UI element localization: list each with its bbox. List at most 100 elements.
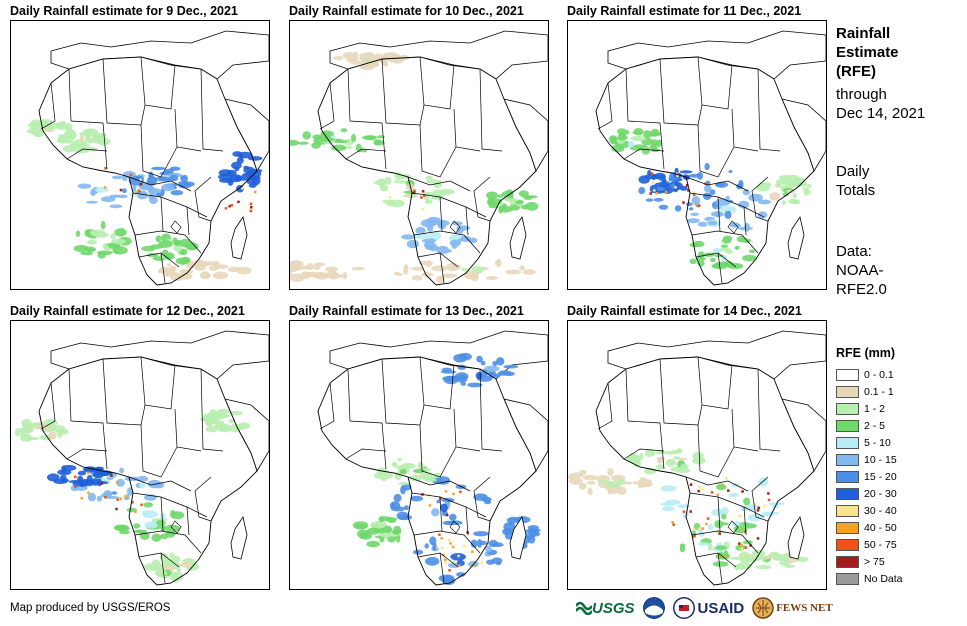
rainfall-patch	[232, 151, 243, 157]
rainfall-patch	[314, 272, 329, 280]
rainfall-patch	[488, 539, 498, 548]
legend-swatch	[836, 385, 859, 398]
heavy-rain-cell	[104, 496, 107, 499]
country-border	[102, 358, 146, 426]
rainfall-patch	[326, 270, 338, 279]
rainfall-patch	[672, 188, 679, 193]
rainfall-patch	[202, 415, 215, 423]
rainfall-patch	[611, 144, 625, 153]
rainfall-patch	[712, 561, 729, 567]
rainfall-patch	[402, 194, 416, 198]
rainfall-patch	[143, 502, 153, 508]
rainfall-patch	[441, 273, 457, 279]
rainfall-patch	[216, 408, 231, 414]
madagascar-outline	[509, 215, 527, 260]
rainfall-patch	[18, 429, 33, 434]
heavy-rain-cell	[253, 190, 257, 194]
heavy-rain-cell	[139, 183, 143, 186]
rainfall-patch	[170, 190, 184, 196]
rainfall-patch	[445, 263, 461, 271]
legend-label: 15 - 20	[864, 470, 897, 483]
country-border	[194, 176, 212, 222]
rainfall-patch	[410, 495, 424, 502]
country-border	[717, 252, 723, 284]
heavy-rain-cell	[706, 517, 710, 520]
madagascar-outline	[230, 515, 248, 560]
rainfall-patch	[697, 221, 708, 227]
sidebar-data-source: Data: NOAA- RFE2.0	[836, 242, 887, 299]
rainfall-patch	[456, 374, 468, 383]
country-border	[134, 530, 202, 554]
country-border	[66, 148, 108, 160]
rainfall-patch	[473, 493, 488, 501]
legend-item: 15 - 20	[836, 468, 903, 485]
country-border	[623, 148, 665, 160]
rainfall-patch	[111, 238, 126, 245]
heavy-rain-cell	[749, 544, 752, 547]
rainfall-patch	[366, 527, 381, 535]
rainfall-patch	[393, 525, 402, 534]
rainfall-patch	[419, 475, 433, 480]
legend-swatch	[836, 555, 859, 568]
rainfall-patch	[380, 477, 387, 482]
rainfall-patch	[387, 53, 401, 61]
rainfall-patch	[396, 511, 409, 521]
heavy-rain-cell	[421, 190, 425, 193]
country-border	[465, 506, 469, 536]
rainfall-patch	[725, 195, 730, 200]
rainfall-patch	[14, 428, 21, 437]
rainfall-patch	[111, 175, 123, 180]
rainfall-patch	[633, 481, 638, 485]
rainfall-patch	[721, 513, 727, 520]
rainfall-patch	[376, 135, 385, 139]
rainfall-patch	[505, 189, 514, 196]
heavy-rain-cell	[742, 554, 745, 557]
heavy-rain-cell	[237, 200, 240, 204]
legend-label: 0.1 - 1	[864, 385, 894, 398]
heavy-rain-cell	[228, 204, 231, 208]
heavy-rain-cell	[241, 187, 244, 190]
heavy-rain-cell	[692, 191, 696, 194]
rainfall-patch	[436, 245, 450, 255]
lake-outline	[449, 220, 461, 234]
rainfall-patch	[484, 365, 500, 372]
africa-coastline	[595, 356, 815, 586]
rainfall-patch	[58, 124, 70, 130]
usaid-seal-icon	[672, 597, 695, 619]
rainfall-patch	[689, 242, 700, 248]
heavy-rain-cell	[689, 483, 693, 486]
rainfall-patch	[142, 510, 158, 519]
rainfall-patch	[119, 467, 125, 474]
country-border	[411, 192, 487, 218]
rainfall-patch	[392, 462, 398, 468]
heavy-rain-cell	[443, 558, 447, 562]
rainfall-patch	[725, 249, 733, 255]
rainfall-patch	[420, 219, 437, 228]
rainfall-patch	[151, 533, 162, 542]
country-border	[200, 68, 224, 152]
heavy-rain-cell	[250, 206, 253, 209]
heavy-rain-cell	[413, 189, 416, 193]
rainfall-patch	[503, 364, 519, 369]
rainfall-patch	[782, 191, 789, 197]
rainfall-patch	[742, 540, 753, 545]
rainfall-patch	[460, 381, 467, 386]
legend-swatch	[836, 453, 859, 466]
rainfall-patch	[739, 555, 751, 564]
usgs-wordmark: USGS	[592, 599, 635, 617]
rainfall-patch	[428, 231, 442, 241]
country-border	[319, 82, 335, 130]
rainfall-patch	[496, 357, 505, 366]
rainfall-patch	[497, 194, 504, 198]
heavy-rain-cell	[138, 190, 141, 193]
rainfall-patch	[415, 226, 426, 235]
rainfall-patch	[397, 457, 402, 462]
heavy-rain-cell	[423, 194, 426, 197]
legend-item: 50 - 75	[836, 536, 903, 553]
rainfall-patch	[100, 196, 116, 203]
heavy-rain-cell	[449, 542, 452, 545]
rainfall-patch	[758, 199, 771, 205]
country-border	[40, 82, 56, 130]
rainfall-patch	[653, 197, 664, 202]
rainfall-patch	[742, 189, 751, 196]
